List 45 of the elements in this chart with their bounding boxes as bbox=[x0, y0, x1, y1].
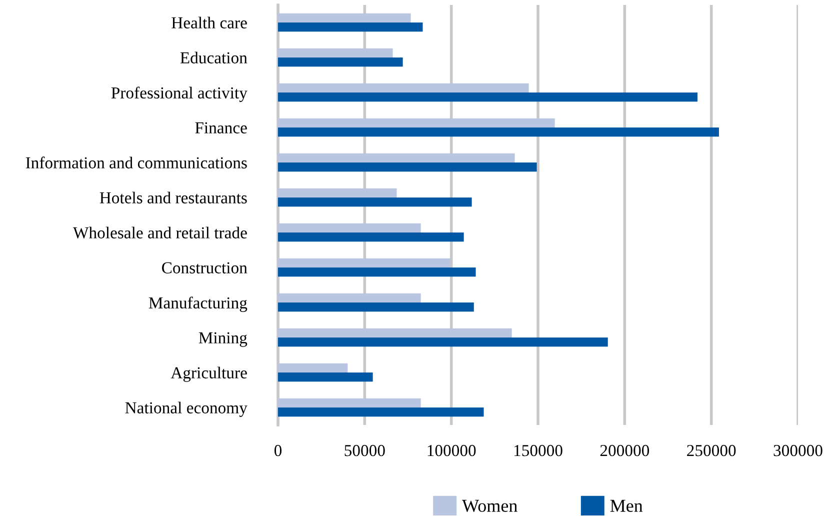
bar bbox=[278, 338, 608, 347]
bar bbox=[278, 128, 719, 137]
bar bbox=[278, 13, 411, 22]
bar bbox=[278, 363, 348, 372]
x-tick-label: 150000 bbox=[514, 444, 562, 456]
legend-label: Women bbox=[462, 500, 518, 512]
bar bbox=[278, 293, 421, 302]
y-tick-label: Hotels and restaurants bbox=[100, 192, 247, 204]
bar bbox=[278, 408, 484, 417]
y-tick-label: Education bbox=[180, 52, 248, 64]
legend-label: Men bbox=[610, 500, 643, 512]
y-tick-label: Wholesale and retail trade bbox=[73, 226, 247, 239]
y-tick-label: Construction bbox=[162, 262, 248, 274]
bar bbox=[278, 258, 450, 268]
x-tick-label: 0 bbox=[274, 444, 282, 456]
y-tick-label: Information and communications bbox=[26, 156, 247, 168]
bar bbox=[278, 118, 555, 128]
y-tick-label: Finance bbox=[195, 122, 247, 134]
bar bbox=[278, 372, 373, 382]
x-tick-label: 100000 bbox=[428, 444, 476, 456]
x-tick-label: 300000 bbox=[774, 444, 822, 456]
x-tick-label: 250000 bbox=[687, 444, 736, 456]
bar bbox=[278, 22, 423, 32]
bar bbox=[278, 83, 529, 92]
bar bbox=[278, 302, 474, 312]
bar bbox=[278, 198, 472, 207]
bar bbox=[278, 48, 393, 58]
bar bbox=[278, 92, 698, 102]
y-tick-label: National economy bbox=[125, 402, 248, 417]
bar bbox=[278, 328, 512, 338]
y-tick-label: Agriculture bbox=[170, 366, 247, 382]
bar bbox=[278, 58, 403, 67]
x-tick-label: 200000 bbox=[600, 444, 650, 456]
y-tick-label: Health care bbox=[172, 16, 247, 28]
y-tick-label: Mining bbox=[198, 332, 248, 347]
bar bbox=[278, 268, 476, 277]
bar bbox=[278, 162, 537, 172]
bar bbox=[278, 153, 515, 162]
bar bbox=[278, 188, 397, 198]
x-tick-label: 50000 bbox=[344, 444, 385, 456]
y-tick-label: Manufacturing bbox=[148, 296, 248, 312]
bar bbox=[278, 398, 421, 408]
bar bbox=[278, 223, 421, 232]
bar bbox=[278, 232, 464, 242]
y-tick-label: Professional activity bbox=[111, 86, 248, 102]
